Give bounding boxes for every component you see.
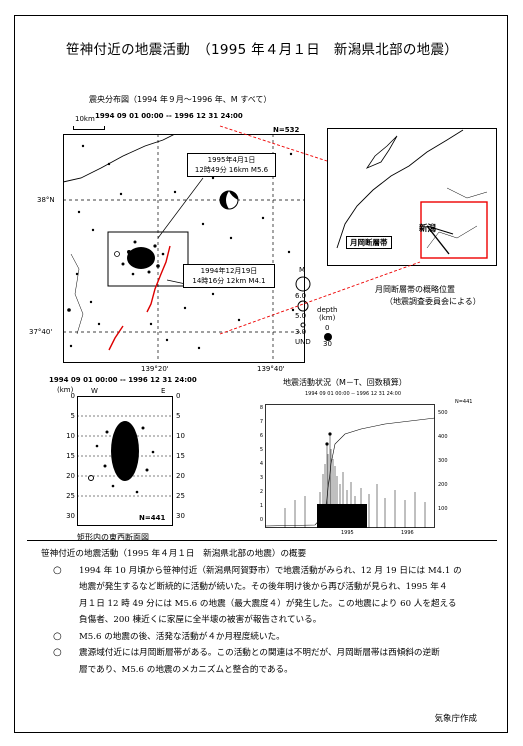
- mt-x-label-1996: 1996: [401, 530, 414, 536]
- inset-caption: 月岡断層帯の概略位置 （地震調査委員会による）: [375, 284, 481, 308]
- event-1995-detail: 12時49分 16km M5.6: [194, 166, 269, 174]
- summary-heading: 笹神付近の地震活動（1995 年４月１日 新潟県北部の地震）の概要: [41, 549, 307, 559]
- summary-line: 地震が発生するなど断続的に活動が続いた。その後年明け後から再び活動が見られ、19…: [79, 582, 448, 592]
- legend-m-3: 3.0: [295, 328, 307, 336]
- summary-line: 1994 年 10 月頃から笹神付近（新潟県阿賀野市）で地震活動がみられ、12 …: [79, 565, 462, 576]
- depth-tick-left: 25: [66, 492, 75, 500]
- summary-paragraph-2: ○ M5.6 の地震の後、活発な活動が４か月程度続いた。: [41, 629, 501, 646]
- legend-m-title: M: [299, 266, 306, 274]
- cross-section-east: E: [161, 387, 166, 395]
- summary-paragraph-3: ○ 震源域付近には月岡断層帯がある。この活動との関連は不明だが、月岡断層帯は西傾…: [41, 645, 501, 678]
- page-title: 笹神付近の地震活動 （1995 年４月１日 新潟県北部の地震）: [65, 42, 459, 58]
- depth-tick-left: 0: [70, 392, 75, 400]
- legend-depth-unit: (km): [319, 314, 336, 322]
- depth-tick-right: 15: [176, 452, 185, 460]
- summary-line: 月１日 12 時 49 分には M5.6 の地震（最大震度４）が発生した。この地…: [79, 598, 457, 609]
- depth-tick-right: 0: [176, 392, 181, 400]
- mt-right-tick: 200: [438, 482, 448, 488]
- mt-right-tick: 400: [438, 434, 448, 440]
- summary-line: 層であり、M5.6 の地震のメカニズムと整合的である。: [79, 664, 293, 675]
- cross-section-period: 1994 09 01 00:00 -- 1996 12 31 24:00: [49, 376, 197, 384]
- inset-caption-line1: 月岡断層帯の概略位置: [375, 285, 455, 294]
- mt-right-tick: 500: [438, 410, 448, 416]
- scale-bar-label: 10km: [75, 115, 95, 123]
- lon-label-139-40: 139°40': [257, 365, 285, 373]
- epicenter-cluster: [121, 240, 165, 276]
- mt-left-tick: 6: [259, 433, 263, 439]
- depth-tick-left: 30: [66, 512, 75, 520]
- mt-right-tick: 300: [438, 458, 448, 464]
- depth-tick-left: 15: [66, 452, 75, 460]
- mt-left-tick: 3: [259, 475, 263, 481]
- legend-depth-30: 30: [323, 340, 332, 348]
- mt-right-axis: 500 400 300 200 100: [438, 401, 448, 521]
- mt-chart-plot: [265, 404, 435, 528]
- legend-m-5: 5.0: [295, 312, 307, 320]
- cross-section-unit: (km): [57, 386, 74, 394]
- depth-tick-left: 5: [70, 412, 75, 420]
- bullet-circle-icon: ○: [53, 647, 62, 658]
- event-1994-detail: 14時16分 12km M4.1: [192, 277, 266, 285]
- legend-m-und: UND: [295, 338, 311, 346]
- mt-left-tick: 5: [259, 447, 263, 453]
- mt-left-tick: 1: [259, 503, 263, 509]
- lon-label-139-20: 139°20': [141, 365, 169, 373]
- mt-left-axis: 8 7 6 5 4 3 2 1 0: [255, 401, 263, 527]
- epicenter-map-caption: 震央分布図（1994 年９月～1996 年、M すべて）: [89, 95, 272, 104]
- scale-bar: [73, 126, 105, 130]
- summary-line: 負傷者、200 棟近くに家屋に全半壊の被害が報告されている。: [79, 615, 322, 625]
- mt-left-tick: 7: [259, 419, 263, 425]
- mt-chart-count: N=441: [455, 399, 473, 405]
- mt-left-tick: 8: [259, 405, 263, 411]
- cross-section-count: N=441: [139, 514, 166, 522]
- mt-left-tick: 4: [259, 461, 263, 467]
- summary-line: 震源域付近には月岡断層帯がある。この活動との関連は不明だが、月岡断層帯は西傾斜の…: [79, 648, 440, 658]
- mt-chart-caption: 地震活動状況（M－T、回数積算）: [283, 378, 407, 387]
- bullet-circle-icon: ○: [53, 630, 62, 642]
- lat-label-38: 38°N: [37, 196, 55, 204]
- legend-depth-0: 0: [325, 324, 330, 332]
- depth-tick-right: 30: [176, 512, 185, 520]
- summary-paragraph-1: ○ 1994 年 10 月頃から笹神付近（新潟県阿賀野市）で地震活動がみられ、1…: [41, 563, 501, 629]
- cross-section-plot: [77, 396, 173, 526]
- lat-label-37-40: 37°40': [29, 328, 53, 336]
- event-label-1994: 1994年12月19日 14時16分 12km M4.1: [183, 264, 275, 288]
- mt-right-tick: 100: [438, 506, 448, 512]
- event-label-1995: 1995年4月1日 12時49分 16km M5.6: [187, 153, 276, 177]
- depth-tick-right: 20: [176, 472, 185, 480]
- epicenter-map-count: N=532: [273, 126, 300, 134]
- depth-tick-left: 10: [66, 432, 75, 440]
- event-1995-date: 1995年4月1日: [207, 156, 256, 164]
- inset-caption-line2: （地震調査委員会による）: [385, 297, 481, 306]
- cross-section-caption: 矩形内の東西断面図: [77, 533, 149, 542]
- cross-section-west: W: [91, 387, 98, 395]
- event-1994-date: 1994年12月19日: [200, 267, 258, 275]
- legend-depth-title: depth: [317, 306, 338, 314]
- summary-block: 笹神付近の地震活動（1995 年４月１日 新潟県北部の地震）の概要 ○ 1994…: [41, 546, 501, 678]
- mt-x-label-1995: 1995: [341, 530, 354, 536]
- bullet-circle-icon: ○: [53, 564, 62, 576]
- depth-tick-left: 20: [66, 472, 75, 480]
- epicenter-map-period: 1994 09 01 00:00 -- 1996 12 31 24:00: [95, 112, 243, 120]
- summary-line: M5.6 の地震の後、活発な活動が４か月程度続いた。: [79, 631, 285, 642]
- document-frame: 笹神付近の地震活動 （1995 年４月１日 新潟県北部の地震） 震央分布図（19…: [14, 15, 508, 733]
- depth-tick-right: 25: [176, 492, 185, 500]
- mt-left-tick: 0: [259, 517, 263, 523]
- mt-left-tick: 2: [259, 489, 263, 495]
- inset-city-label: 新潟: [419, 224, 437, 234]
- credit-label: 気象庁作成: [434, 714, 477, 724]
- mt-chart-period: 1994 09 01 00:00 -- 1996 12 31 24:00: [305, 391, 402, 397]
- section-divider: [27, 540, 497, 541]
- legend-m-6: 6.0: [295, 292, 307, 300]
- depth-tick-right: 5: [176, 412, 181, 420]
- inset-fault-label: 月岡断層帯: [346, 236, 392, 249]
- depth-tick-right: 10: [176, 432, 185, 440]
